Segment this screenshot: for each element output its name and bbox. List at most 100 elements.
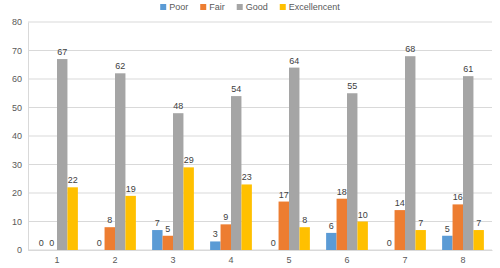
tick: 80 — [12, 17, 28, 27]
data-label: 0 — [49, 238, 54, 248]
legend: Poor Fair Good Excellencent — [160, 2, 340, 12]
tick: 8 — [460, 255, 465, 265]
legend-item: Poor — [160, 2, 188, 12]
grid-line — [28, 79, 492, 80]
bar — [94, 250, 104, 251]
data-label: 48 — [173, 101, 183, 111]
data-label: 5 — [445, 224, 450, 234]
data-label: 54 — [231, 84, 241, 94]
data-label: 10 — [358, 210, 368, 220]
bar — [289, 68, 299, 250]
tick: 50 — [12, 103, 28, 113]
data-label: 5 — [165, 224, 170, 234]
data-label: 64 — [289, 56, 299, 66]
plot: 0102030405060708012345678007306050859171… — [12, 17, 493, 265]
legend-label: Fair — [209, 2, 225, 12]
bar — [453, 204, 463, 250]
grid — [28, 22, 492, 250]
bar — [463, 76, 473, 250]
data-label: 16 — [453, 192, 463, 202]
tick: 30 — [12, 160, 28, 170]
legend-swatch — [237, 4, 243, 10]
data-label: 17 — [279, 190, 289, 200]
legend-label: Good — [246, 2, 268, 12]
chart: 0102030405060708012345678007306050859171… — [0, 0, 500, 268]
bar — [125, 196, 135, 250]
tick-label: 0 — [17, 245, 22, 255]
bar — [241, 184, 251, 250]
data-label: 61 — [463, 64, 473, 74]
tick: 40 — [12, 131, 28, 141]
grid-line — [28, 164, 492, 165]
bar — [473, 230, 483, 250]
bar — [279, 202, 289, 250]
data-label: 6 — [329, 221, 334, 231]
legend-item: Fair — [200, 2, 225, 12]
bar — [221, 224, 231, 250]
bar — [337, 199, 347, 250]
data-label: 55 — [347, 81, 357, 91]
bar — [173, 113, 183, 250]
tick-label: 30 — [12, 160, 22, 170]
data-label: 0 — [39, 238, 44, 248]
tick-label: 10 — [12, 217, 22, 227]
tick-label: 50 — [12, 103, 22, 113]
legend-item: Excellencent — [280, 2, 341, 12]
tick: 20 — [12, 188, 28, 198]
grid-line — [28, 193, 492, 194]
tick-label: 7 — [402, 255, 407, 265]
legend-label: Excellencent — [289, 2, 341, 12]
tick: 4 — [228, 255, 233, 265]
bar — [183, 167, 193, 250]
data-label: 62 — [115, 61, 125, 71]
data-label: 23 — [242, 172, 252, 182]
data-label: 68 — [405, 44, 415, 54]
tick-label: 2 — [112, 255, 117, 265]
bar — [395, 210, 405, 250]
grid-line — [28, 50, 492, 51]
tick-label: 60 — [12, 74, 22, 84]
bar — [36, 250, 46, 251]
tick: 1 — [54, 255, 59, 265]
tick: 70 — [12, 46, 28, 56]
tick-label: 40 — [12, 131, 22, 141]
bar — [442, 236, 452, 250]
bar — [115, 73, 125, 250]
tick: 5 — [286, 255, 291, 265]
axis-line — [29, 250, 493, 251]
legend-swatch — [160, 4, 166, 10]
grid-line — [28, 107, 492, 108]
legend-swatch — [200, 4, 206, 10]
grid-line — [28, 136, 492, 137]
y-axis: 0 10 20 30 40 50 60 70 80 — [12, 17, 29, 255]
tick-label: 4 — [228, 255, 233, 265]
bar — [326, 233, 336, 250]
data-label: 7 — [476, 218, 481, 228]
legend-label: Poor — [169, 2, 188, 12]
bar — [231, 96, 241, 250]
bar — [268, 250, 278, 251]
tick-label: 70 — [12, 46, 22, 56]
data-label: 8 — [107, 215, 112, 225]
tick-label: 20 — [12, 188, 22, 198]
x-axis: 12345678 — [29, 251, 493, 266]
bar — [105, 227, 115, 250]
bar — [163, 236, 173, 250]
data-label: 7 — [155, 218, 160, 228]
legend-item: Good — [237, 2, 268, 12]
bar — [299, 227, 309, 250]
data-label: 0 — [97, 238, 102, 248]
data-label: 0 — [387, 238, 392, 248]
tick: 6 — [344, 255, 349, 265]
data-label: 7 — [418, 218, 423, 228]
tick-label: 6 — [344, 255, 349, 265]
bar — [47, 250, 57, 251]
axis-line — [28, 23, 29, 251]
bars — [57, 56, 484, 250]
data-label: 19 — [126, 184, 136, 194]
tick: 7 — [402, 255, 407, 265]
tick-label: 8 — [460, 255, 465, 265]
data-label: 9 — [223, 212, 228, 222]
tick: 60 — [12, 74, 28, 84]
bar — [67, 187, 77, 250]
